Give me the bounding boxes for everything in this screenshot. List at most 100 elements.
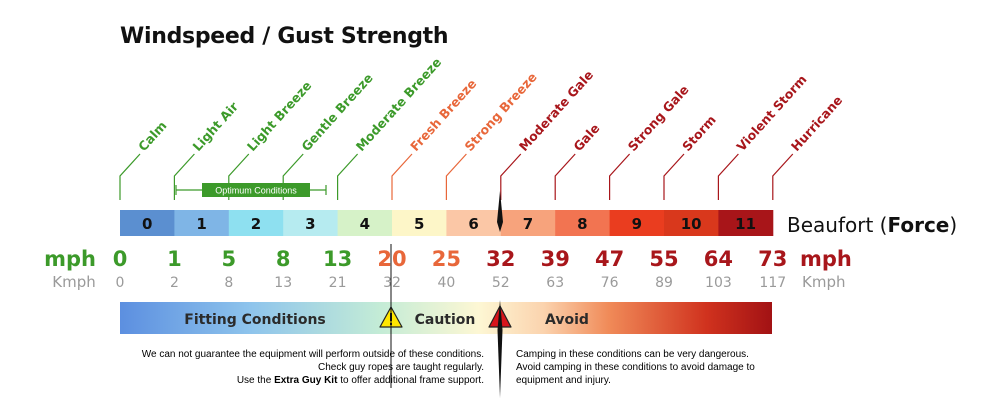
force-number: 0 bbox=[142, 215, 152, 233]
note-left-line-2: Check guy ropes are taught regularly. bbox=[317, 362, 484, 373]
force-number: 1 bbox=[196, 215, 206, 233]
note-left-line-3-suffix: to offer additional frame support. bbox=[337, 375, 484, 386]
force-cell-fill bbox=[446, 210, 502, 236]
mph-label-right: mph bbox=[800, 247, 852, 271]
avoid-threshold-marker bbox=[497, 191, 503, 398]
zone-avoid-label: Avoid bbox=[545, 312, 589, 328]
fitting-notes: We can not guarantee the equipment will … bbox=[142, 348, 484, 387]
force-number: 2 bbox=[251, 215, 261, 233]
force-number: 5 bbox=[414, 215, 424, 233]
beaufort-name-label: Storm bbox=[679, 112, 719, 154]
force-cell-fill bbox=[664, 210, 719, 236]
kmph-label-left: Kmph bbox=[52, 273, 95, 291]
mph-value: 55 bbox=[649, 247, 678, 271]
note-right-line-3: equipment and injury. bbox=[516, 375, 611, 386]
force-cell-2: 2 bbox=[228, 210, 284, 236]
mph-value: 1 bbox=[167, 247, 182, 271]
force-number: 3 bbox=[305, 215, 315, 233]
beaufort-name-leader bbox=[445, 153, 467, 200]
force-cell-5: 5 bbox=[392, 210, 447, 236]
beaufort-name-label: Calm bbox=[135, 118, 170, 154]
kmph-value: 8 bbox=[224, 275, 233, 291]
force-number: 7 bbox=[523, 215, 533, 233]
beaufort-name-leader bbox=[500, 153, 522, 200]
zone-fitting-label: Fitting Conditions bbox=[184, 312, 326, 328]
beaufort-name-leader bbox=[173, 153, 195, 200]
beaufort-label: Beaufort (Force) bbox=[787, 213, 957, 237]
kmph-value: 52 bbox=[492, 275, 510, 291]
kmph-value: 32 bbox=[383, 275, 401, 291]
force-cell-0: 0 bbox=[120, 210, 175, 236]
beaufort-name-leader bbox=[717, 153, 739, 200]
beaufort-name-leader bbox=[554, 153, 576, 200]
optimum-conditions-bracket: Optimum Conditions bbox=[175, 183, 327, 197]
kmph-value: 76 bbox=[601, 275, 619, 291]
beaufort-force-bar: 0 1 2 3 4 5 6 7 8 9 10 11 bbox=[120, 210, 774, 236]
beaufort-open-paren: ( bbox=[873, 213, 887, 237]
mph-value: 25 bbox=[432, 247, 461, 271]
beaufort-name-label: Gale bbox=[570, 121, 602, 154]
beaufort-name-leader bbox=[119, 153, 141, 200]
force-cell-6: 6 bbox=[446, 210, 502, 236]
conditions-zone-bar bbox=[120, 302, 772, 334]
beaufort-name-calm: Calm bbox=[119, 118, 170, 200]
force-cell-11: 11 bbox=[718, 210, 774, 236]
force-cell-fill bbox=[120, 210, 175, 236]
beaufort-name-leader bbox=[772, 153, 794, 200]
force-cell-1: 1 bbox=[174, 210, 230, 236]
note-right-line-2: Avoid camping in these conditions to avo… bbox=[516, 362, 755, 373]
force-number: 6 bbox=[468, 215, 478, 233]
mph-value: 73 bbox=[758, 247, 787, 271]
force-cell-fill bbox=[174, 210, 230, 236]
force-number: 8 bbox=[577, 215, 587, 233]
kmph-value: 89 bbox=[655, 275, 673, 291]
force-number: 4 bbox=[360, 215, 370, 233]
beaufort-name-label: Light Air bbox=[189, 98, 241, 154]
beaufort-close-paren: ) bbox=[949, 213, 957, 237]
force-cell-fill bbox=[283, 210, 339, 236]
mph-value: 8 bbox=[276, 247, 291, 271]
zone-caution-label: Caution bbox=[415, 312, 476, 328]
force-word: Force bbox=[887, 213, 949, 237]
page-title: Windspeed / Gust Strength bbox=[120, 24, 449, 49]
force-cell-fill bbox=[392, 210, 447, 236]
kmph-value: 21 bbox=[329, 275, 347, 291]
kmph-value: 40 bbox=[437, 275, 455, 291]
mph-value: 0 bbox=[113, 247, 128, 271]
force-cell-fill bbox=[555, 210, 611, 236]
mph-value: 39 bbox=[541, 247, 570, 271]
kmph-value: 0 bbox=[116, 275, 125, 291]
force-cell-3: 3 bbox=[283, 210, 339, 236]
beaufort-name-leader bbox=[663, 153, 685, 200]
kmph-value: 117 bbox=[759, 275, 786, 291]
beaufort-name-leader bbox=[337, 153, 359, 200]
beaufort-name-leader bbox=[391, 153, 413, 200]
optimum-conditions-box bbox=[202, 183, 310, 197]
beaufort-name-label: Hurricane bbox=[788, 93, 845, 154]
mph-value: 32 bbox=[486, 247, 515, 271]
force-cell-fill bbox=[609, 210, 665, 236]
mph-value: 5 bbox=[221, 247, 236, 271]
beaufort-name-gale: Gale bbox=[554, 121, 602, 200]
force-number: 11 bbox=[735, 215, 756, 233]
force-cell-fill bbox=[337, 210, 393, 236]
force-cell-9: 9 bbox=[609, 210, 665, 236]
force-number: 10 bbox=[681, 215, 702, 233]
kmph-value: 2 bbox=[170, 275, 179, 291]
mph-value: 20 bbox=[377, 247, 406, 271]
force-cell-4: 4 bbox=[337, 210, 393, 236]
beaufort-name-strong-gale: Strong Gale bbox=[609, 82, 692, 200]
force-cell-fill bbox=[228, 210, 284, 236]
beaufort-name-storm: Storm bbox=[663, 112, 719, 200]
beaufort-name-leader bbox=[609, 153, 631, 200]
mph-value: 64 bbox=[704, 247, 733, 271]
extra-guy-kit-link: Extra Guy Kit bbox=[274, 375, 338, 386]
mph-value: 13 bbox=[323, 247, 352, 271]
mph-value: 47 bbox=[595, 247, 624, 271]
optimum-conditions-label: Optimum Conditions bbox=[215, 186, 297, 196]
force-cell-8: 8 bbox=[555, 210, 611, 236]
beaufort-word: Beaufort bbox=[787, 213, 873, 237]
kmph-label-right: Kmph bbox=[802, 273, 845, 291]
